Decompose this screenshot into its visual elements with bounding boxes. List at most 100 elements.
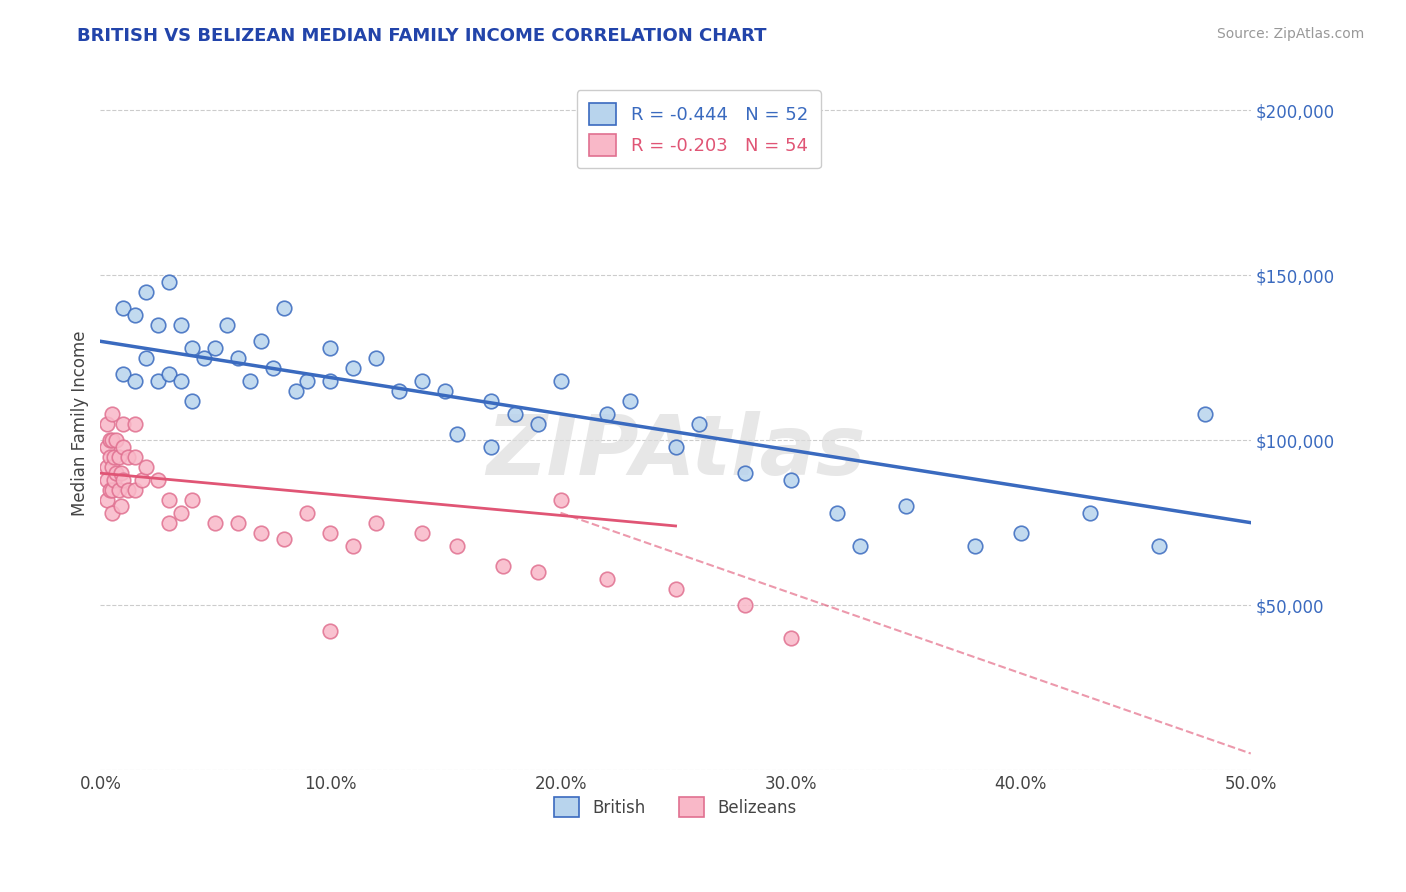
Point <box>550 492 572 507</box>
Point <box>157 516 180 530</box>
Point <box>503 407 526 421</box>
Point <box>239 374 262 388</box>
Point <box>779 631 801 645</box>
Point <box>284 384 307 398</box>
Point <box>825 506 848 520</box>
Point <box>124 417 146 431</box>
Point <box>124 374 146 388</box>
Point <box>157 492 180 507</box>
Point <box>124 483 146 497</box>
Point <box>170 374 193 388</box>
Text: BRITISH VS BELIZEAN MEDIAN FAMILY INCOME CORRELATION CHART: BRITISH VS BELIZEAN MEDIAN FAMILY INCOME… <box>77 27 766 45</box>
Legend: British, Belizeans: British, Belizeans <box>548 790 803 824</box>
Point <box>107 483 129 497</box>
Point <box>131 473 153 487</box>
Point <box>157 275 180 289</box>
Point <box>101 434 124 448</box>
Point <box>250 334 273 349</box>
Point <box>250 525 273 540</box>
Point <box>228 351 250 365</box>
Point <box>146 374 169 388</box>
Point <box>124 450 146 464</box>
Point <box>526 417 548 431</box>
Point <box>446 426 468 441</box>
Point <box>101 407 124 421</box>
Point <box>434 384 457 398</box>
Point <box>215 318 238 332</box>
Point <box>481 440 503 454</box>
Point <box>388 384 411 398</box>
Point <box>734 598 756 612</box>
Point <box>446 539 468 553</box>
Point <box>117 483 139 497</box>
Text: ZIPAtlas: ZIPAtlas <box>486 411 865 491</box>
Point <box>146 318 169 332</box>
Point <box>110 499 132 513</box>
Point <box>595 407 617 421</box>
Point <box>550 374 572 388</box>
Point <box>157 368 180 382</box>
Point <box>124 308 146 322</box>
Point <box>319 525 342 540</box>
Text: Source: ZipAtlas.com: Source: ZipAtlas.com <box>1216 27 1364 41</box>
Point <box>146 473 169 487</box>
Point <box>342 539 364 553</box>
Point <box>101 506 124 520</box>
Point <box>204 341 226 355</box>
Point <box>112 440 135 454</box>
Point <box>319 374 342 388</box>
Point <box>105 466 128 480</box>
Point <box>734 466 756 480</box>
Point <box>664 440 686 454</box>
Point <box>110 466 132 480</box>
Point <box>112 473 135 487</box>
Point <box>228 516 250 530</box>
Point <box>1147 539 1170 553</box>
Point <box>664 582 686 596</box>
Point <box>848 539 870 553</box>
Point <box>103 473 125 487</box>
Point <box>181 492 204 507</box>
Point <box>894 499 917 513</box>
Point <box>181 341 204 355</box>
Point <box>366 516 388 530</box>
Point <box>101 459 124 474</box>
Point <box>117 450 139 464</box>
Point <box>411 525 433 540</box>
Point <box>526 565 548 579</box>
Point <box>1078 506 1101 520</box>
Point <box>411 374 433 388</box>
Point <box>135 351 157 365</box>
Point <box>619 393 641 408</box>
Point <box>112 368 135 382</box>
Y-axis label: Median Family Income: Median Family Income <box>72 331 89 516</box>
Point <box>1194 407 1216 421</box>
Point <box>107 450 129 464</box>
Point <box>101 483 124 497</box>
Point <box>170 506 193 520</box>
Point <box>96 440 118 454</box>
Point <box>98 434 121 448</box>
Point <box>595 572 617 586</box>
Point <box>98 483 121 497</box>
Point <box>963 539 986 553</box>
Point <box>135 459 157 474</box>
Point <box>96 459 118 474</box>
Point <box>688 417 710 431</box>
Point <box>96 417 118 431</box>
Point <box>96 492 118 507</box>
Point <box>170 318 193 332</box>
Point <box>181 393 204 408</box>
Point <box>135 285 157 299</box>
Point <box>273 532 295 546</box>
Point <box>96 473 118 487</box>
Point <box>112 301 135 316</box>
Point <box>204 516 226 530</box>
Point <box>492 558 515 573</box>
Point <box>297 374 319 388</box>
Point <box>319 341 342 355</box>
Point <box>779 473 801 487</box>
Point <box>105 434 128 448</box>
Point <box>98 450 121 464</box>
Point <box>297 506 319 520</box>
